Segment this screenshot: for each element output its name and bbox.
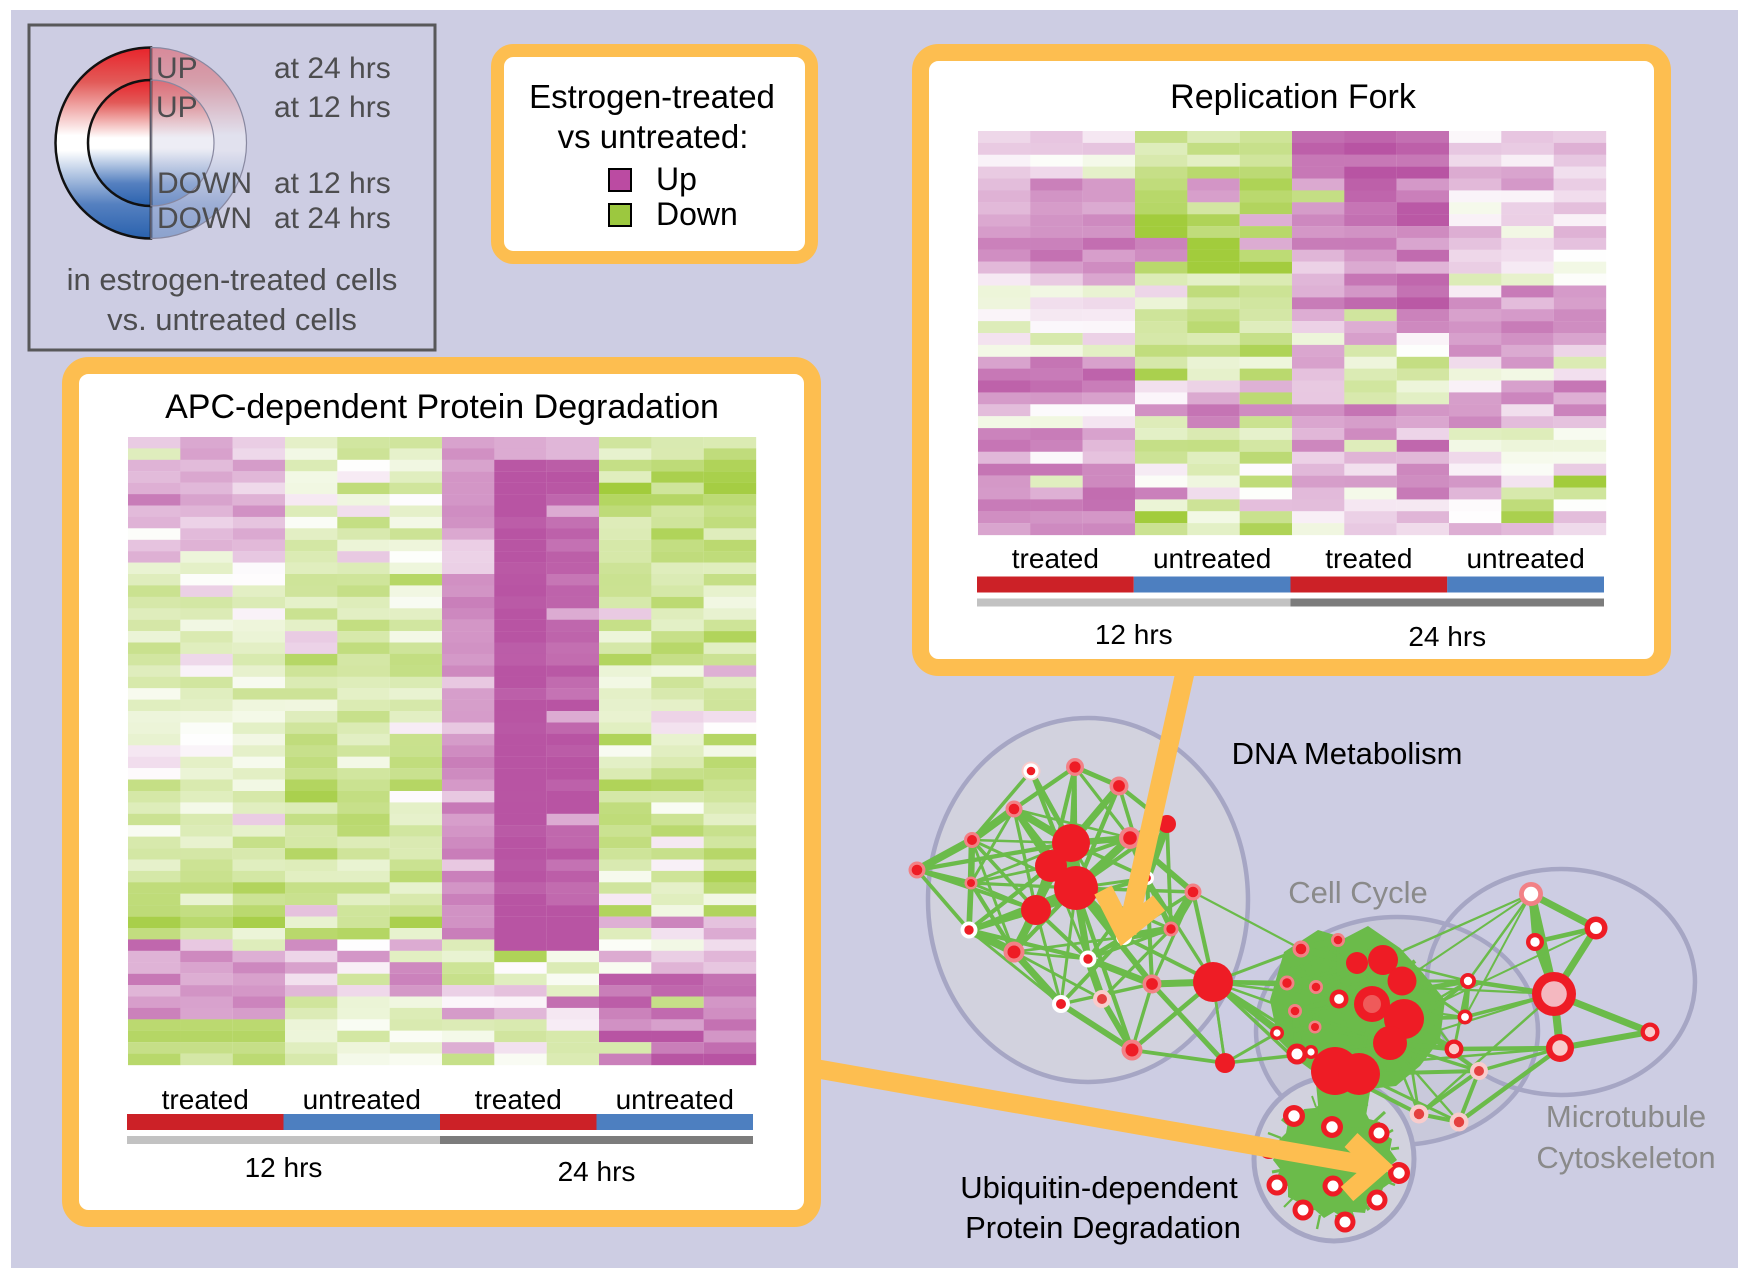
svg-text:untreated: untreated bbox=[1466, 543, 1584, 574]
svg-text:at 24 hrs: at 24 hrs bbox=[274, 52, 391, 85]
svg-text:Cytoskeleton: Cytoskeleton bbox=[1536, 1140, 1715, 1175]
svg-text:treated: treated bbox=[475, 1084, 562, 1115]
svg-text:DOWN: DOWN bbox=[157, 167, 252, 200]
svg-text:untreated: untreated bbox=[616, 1084, 734, 1115]
svg-text:Ubiquitin-dependent: Ubiquitin-dependent bbox=[960, 1170, 1238, 1205]
svg-text:24 hrs: 24 hrs bbox=[1408, 621, 1486, 652]
svg-text:vs untreated:: vs untreated: bbox=[558, 118, 749, 155]
svg-text:Protein Degradation: Protein Degradation bbox=[965, 1210, 1241, 1245]
svg-text:untreated: untreated bbox=[303, 1084, 421, 1115]
svg-text:APC-dependent Protein Degradat: APC-dependent Protein Degradation bbox=[165, 388, 719, 426]
svg-text:Estrogen-treated: Estrogen-treated bbox=[529, 78, 775, 115]
svg-text:at 24 hrs: at 24 hrs bbox=[274, 202, 391, 235]
svg-text:UP: UP bbox=[156, 52, 198, 85]
svg-text:vs. untreated cells: vs. untreated cells bbox=[107, 302, 357, 337]
svg-text:treated: treated bbox=[1325, 543, 1412, 574]
svg-text:Microtubule: Microtubule bbox=[1546, 1099, 1706, 1134]
svg-text:DOWN: DOWN bbox=[157, 202, 252, 235]
svg-text:at 12 hrs: at 12 hrs bbox=[274, 167, 391, 200]
svg-text:UP: UP bbox=[156, 91, 198, 124]
svg-text:12 hrs: 12 hrs bbox=[245, 1152, 323, 1183]
svg-text:treated: treated bbox=[1012, 543, 1099, 574]
svg-text:in estrogen-treated cells: in estrogen-treated cells bbox=[67, 262, 398, 297]
svg-text:Replication Fork: Replication Fork bbox=[1170, 78, 1417, 116]
svg-text:Down: Down bbox=[656, 196, 738, 232]
svg-text:at 12 hrs: at 12 hrs bbox=[274, 91, 391, 124]
svg-text:untreated: untreated bbox=[1153, 543, 1271, 574]
svg-text:treated: treated bbox=[162, 1084, 249, 1115]
svg-text:Cell Cycle: Cell Cycle bbox=[1288, 875, 1428, 910]
svg-text:12 hrs: 12 hrs bbox=[1095, 619, 1173, 650]
svg-text:24 hrs: 24 hrs bbox=[558, 1156, 636, 1187]
svg-text:DNA Metabolism: DNA Metabolism bbox=[1232, 736, 1463, 771]
svg-text:Up: Up bbox=[656, 161, 697, 197]
